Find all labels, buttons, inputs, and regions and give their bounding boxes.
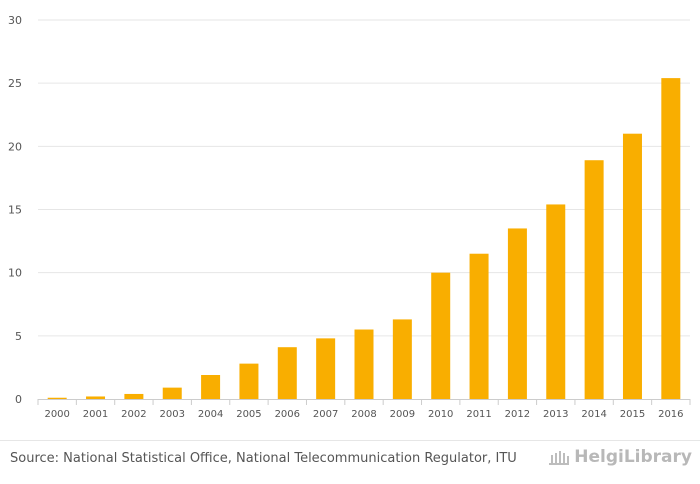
bar-2000[interactable] <box>47 397 67 399</box>
x-axis-ticks: 2000 2001 2002 2003 2004 2005 2006 2007 2008 2009… <box>44 409 683 420</box>
y-tick-label: 10 <box>8 267 22 280</box>
bar-2016[interactable] <box>661 78 681 400</box>
x-tick-label: 2010 <box>428 409 453 420</box>
y-tick-label: 5 <box>15 330 22 343</box>
bar-2005[interactable] <box>239 363 259 399</box>
x-tick-label: 2001 <box>83 409 108 420</box>
x-tick-label: 2003 <box>160 409 185 420</box>
bar-2002[interactable] <box>124 393 144 399</box>
x-tick-label: 2016 <box>658 409 683 420</box>
y-tick-label: 20 <box>8 140 22 153</box>
x-tick-label: 2008 <box>351 409 376 420</box>
x-tick-label: 2011 <box>466 409 491 420</box>
x-tick-label: 2014 <box>581 409 606 420</box>
y-tick-label: 15 <box>8 204 22 217</box>
x-tick-label: 2005 <box>236 409 261 420</box>
bar-2006[interactable] <box>277 347 297 399</box>
bar-2012[interactable] <box>507 228 527 399</box>
gridlines <box>38 19 690 337</box>
y-tick-label: 0 <box>15 393 22 406</box>
bar-2001[interactable] <box>86 396 106 399</box>
x-tick-label: 2007 <box>313 409 338 420</box>
bar-2014[interactable] <box>584 160 604 399</box>
x-tick-label: 2000 <box>44 409 69 420</box>
x-tick-label: 2012 <box>505 409 530 420</box>
bar-2013[interactable] <box>546 204 566 399</box>
bar-2007[interactable] <box>316 338 336 399</box>
chart-footer: Source: National Statistical Office, Nat… <box>0 440 700 484</box>
bar-2008[interactable] <box>354 329 374 399</box>
bar-2003[interactable] <box>162 387 182 399</box>
y-axis-ticks: 0 5 10 15 20 25 30 <box>8 14 22 406</box>
y-tick-label: 25 <box>8 77 22 90</box>
bar-2004[interactable] <box>201 375 221 399</box>
library-building-icon <box>549 451 570 465</box>
bar-2010[interactable] <box>431 272 451 399</box>
x-tick-label: 2013 <box>543 409 568 420</box>
y-tick-label: 30 <box>8 14 22 27</box>
x-tick-label: 2006 <box>275 409 300 420</box>
helgi-library-logo[interactable]: HelgiLibrary <box>548 447 692 467</box>
logo-text: HelgiLibrary <box>574 447 692 467</box>
x-tick-label: 2002 <box>121 409 146 420</box>
bar-2015[interactable] <box>622 133 642 399</box>
bar-2011[interactable] <box>469 253 489 399</box>
x-tick-label: 2015 <box>620 409 645 420</box>
bar-2009[interactable] <box>392 319 412 399</box>
x-tick-label: 2004 <box>198 409 223 420</box>
x-tick-label: 2009 <box>390 409 415 420</box>
source-note: Source: National Statistical Office, Nat… <box>10 451 517 466</box>
bars <box>47 78 681 400</box>
x-axis <box>37 399 691 405</box>
